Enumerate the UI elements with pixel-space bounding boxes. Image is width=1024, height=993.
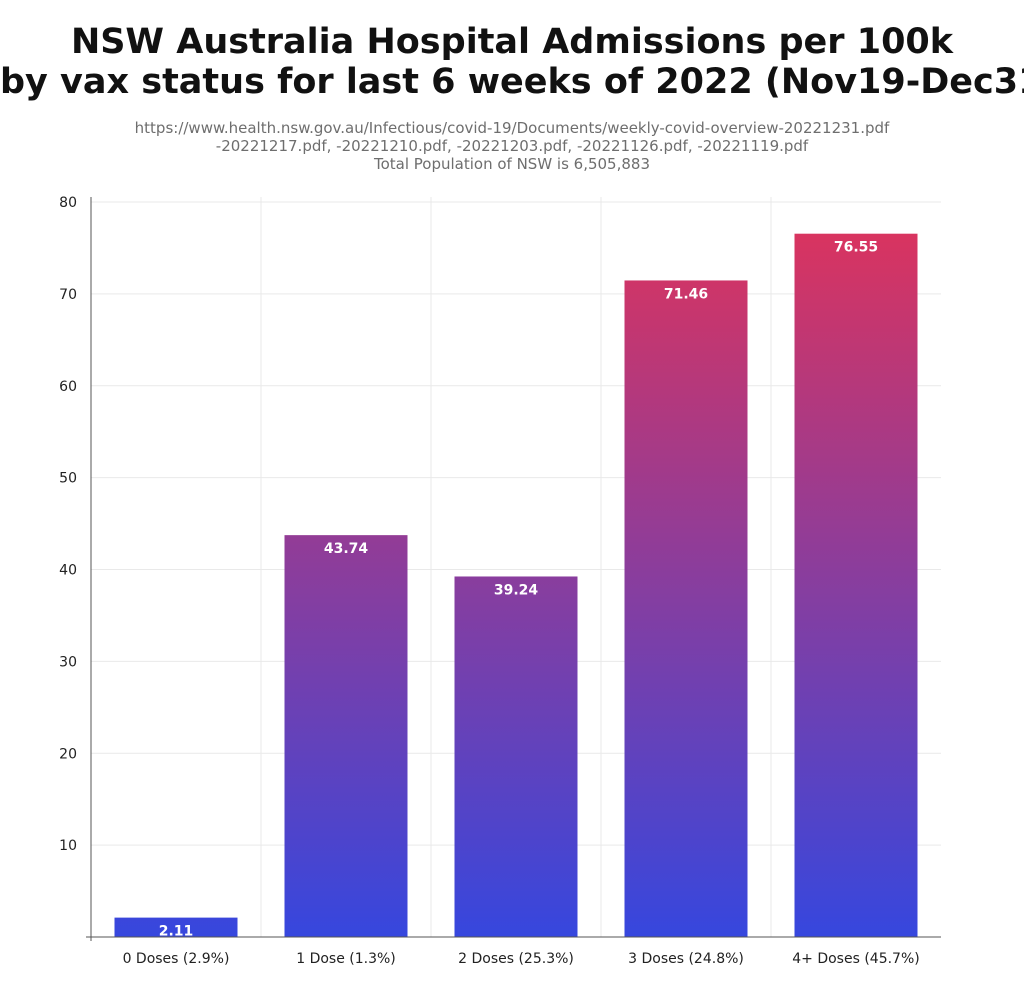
bar-value-label: 43.74 (324, 541, 369, 557)
bar-value-label: 39.24 (494, 582, 539, 598)
x-tick-label: 3 Doses (24.8%) (628, 951, 744, 967)
x-tick-label: 4+ Doses (45.7%) (792, 951, 919, 967)
y-tick-label: 50 (59, 471, 77, 487)
y-tick-label: 10 (59, 838, 77, 854)
bar-value-label: 71.46 (664, 286, 708, 302)
chart-source-url: https://www.health.nsw.gov.au/Infectious… (134, 119, 890, 137)
bar (114, 917, 238, 937)
chart-title-line-1: NSW Australia Hospital Admissions per 10… (70, 22, 954, 62)
chart-title-line-2: by vax status for last 6 weeks of 2022 (… (0, 62, 1024, 102)
x-tick-label: 2 Doses (25.3%) (458, 951, 574, 967)
y-tick-label: 60 (59, 379, 77, 395)
y-tick-label: 30 (59, 654, 77, 670)
bar (794, 233, 918, 937)
bar (454, 576, 578, 937)
axes: 10 20 30 40 50 60 70 80 0 Doses (2.9%) 1 Dose (1.… (59, 195, 941, 967)
bar-value-label: 2.11 (159, 924, 194, 940)
y-tick-label: 70 (59, 287, 77, 303)
y-tick-label: 80 (59, 195, 77, 211)
x-tick-label: 1 Dose (1.3%) (296, 951, 396, 967)
chart-title: NSW Australia Hospital Admissions per 10… (0, 22, 1024, 102)
bar-value-label: 76.55 (834, 240, 878, 256)
chart-population-note: Total Population of NSW is 6,505,883 (373, 155, 651, 173)
data-labels: 2.11 43.74 39.24 71.46 76.55 (159, 240, 878, 940)
y-tick-label: 20 (59, 746, 77, 762)
chart-source-files: -20221217.pdf, -20221210.pdf, -20221203.… (215, 137, 809, 155)
bar (284, 535, 408, 937)
chart-subtitle: https://www.health.nsw.gov.au/Infectious… (0, 119, 1024, 173)
x-tick-label: 0 Doses (2.9%) (123, 951, 230, 967)
y-tick-label: 40 (59, 563, 77, 579)
bar (624, 280, 748, 937)
bars (114, 233, 918, 937)
